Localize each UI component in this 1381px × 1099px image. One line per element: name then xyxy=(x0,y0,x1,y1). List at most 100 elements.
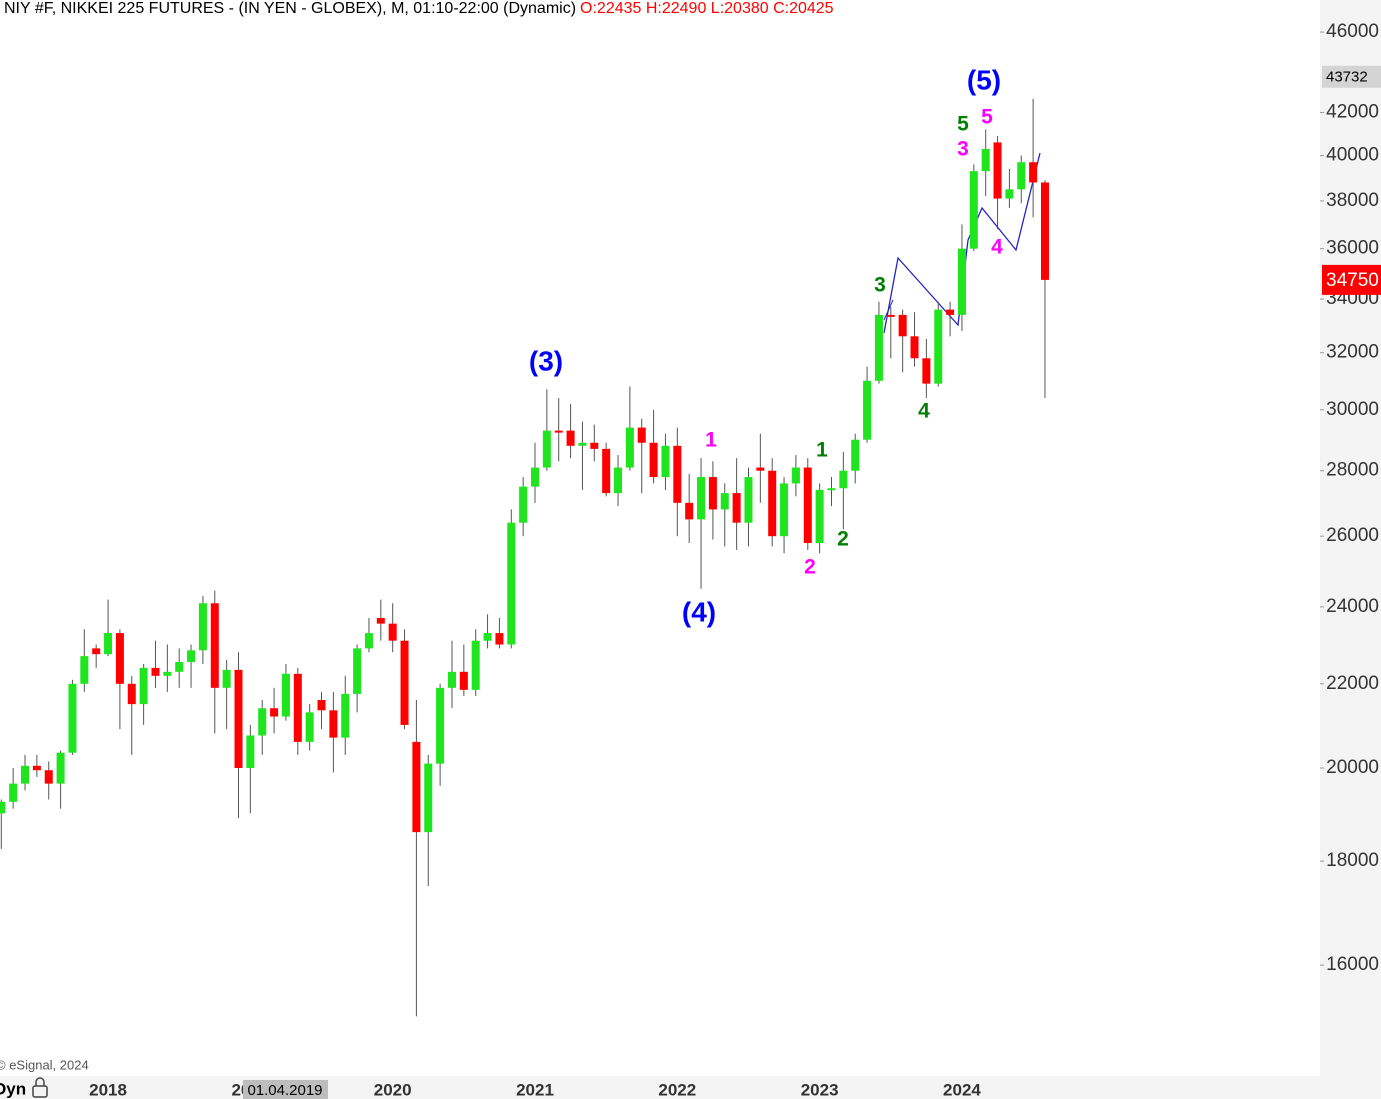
candle-body xyxy=(566,430,575,446)
candle-body xyxy=(649,442,658,478)
y-tick-label: 20000 xyxy=(1326,757,1379,778)
candle-body xyxy=(459,671,468,690)
candle-body xyxy=(32,765,41,771)
chart-title: NIY #F, NIKKEI 225 FUTURES - (IN YEN - G… xyxy=(4,0,576,17)
crosshair-label: 01.04.2019 xyxy=(247,1082,322,1099)
candle-body xyxy=(1040,182,1049,280)
wave-label: 2 xyxy=(837,528,849,551)
candle-body xyxy=(542,430,551,468)
chart-header: NIY #F, NIKKEI 225 FUTURES - (IN YEN - G… xyxy=(4,0,834,17)
candle-body xyxy=(993,142,1002,199)
candle-body xyxy=(590,442,599,449)
y-tick-label: 38000 xyxy=(1326,190,1379,211)
x-tick-label: 2018 xyxy=(89,1080,127,1099)
wave-label: (5) xyxy=(967,64,1001,95)
candle-body xyxy=(447,671,456,688)
copyright: © eSignal, 2024 xyxy=(0,1057,89,1072)
candle-body xyxy=(720,493,729,510)
lock-shackle[interactable] xyxy=(35,1077,45,1086)
x-tick-label: 2021 xyxy=(516,1080,554,1099)
candle-body xyxy=(637,427,646,443)
candle-body xyxy=(768,470,777,537)
price-marker-box xyxy=(1322,65,1381,88)
lock-body[interactable] xyxy=(32,1085,48,1098)
candle-body xyxy=(281,673,290,717)
candle-body xyxy=(495,633,504,645)
candle-body xyxy=(531,467,539,487)
candle-body xyxy=(92,648,101,655)
y-tick-label: 24000 xyxy=(1326,596,1379,617)
ohlc-readout: O:22435 H:22490 L:20380 C:20425 xyxy=(580,0,834,17)
time-axis-panel xyxy=(0,1076,1320,1099)
candle-body xyxy=(780,483,789,537)
overlay: 01.04.2019 43732 34750 (3) (4) (5) 1 2 3 4 5 1 2 3 4 5 xyxy=(243,64,1381,1099)
candle-body xyxy=(364,633,373,649)
candle-body xyxy=(222,669,231,688)
candle-body xyxy=(578,442,587,446)
candle-body xyxy=(732,493,741,523)
y-tick-label: 32000 xyxy=(1326,342,1379,363)
y-tick-label: 28000 xyxy=(1326,460,1379,481)
candle-body xyxy=(969,171,978,249)
candle-body xyxy=(1029,162,1038,183)
x-tick-label: 2020 xyxy=(374,1080,412,1099)
candle-body xyxy=(756,467,765,471)
candle-body xyxy=(851,439,860,471)
candle-body xyxy=(507,522,516,645)
candle-body xyxy=(80,656,89,684)
y-tick-label: 18000 xyxy=(1326,850,1379,871)
candle-body xyxy=(886,314,895,317)
candle-body xyxy=(981,148,990,172)
wave-label: 5 xyxy=(981,106,993,129)
y-tick-label: 40000 xyxy=(1326,145,1379,166)
candle-body xyxy=(329,710,338,738)
candle-body xyxy=(602,448,611,494)
candle-body xyxy=(175,661,184,672)
y-tick-label: 42000 xyxy=(1326,101,1379,122)
candle-body xyxy=(9,783,18,802)
wave-label: (3) xyxy=(529,345,563,376)
candle-body xyxy=(946,309,955,315)
candle-body xyxy=(210,603,219,688)
candle-body xyxy=(614,467,623,494)
wave-label: 1 xyxy=(705,429,717,452)
candle-body xyxy=(234,669,243,769)
candle-body xyxy=(44,770,53,784)
candle-body xyxy=(198,603,207,651)
candle-body xyxy=(376,618,385,624)
y-tick-label: 22000 xyxy=(1326,673,1379,694)
candle-body xyxy=(910,336,919,359)
candle-body xyxy=(673,445,682,503)
candle-body xyxy=(353,648,362,694)
candle-body xyxy=(957,248,966,315)
y-tick-label: 36000 xyxy=(1326,238,1379,259)
wave-label: 2 xyxy=(804,556,816,579)
wave-label: 1 xyxy=(816,439,828,462)
x-tick-label: 2023 xyxy=(801,1080,839,1099)
candle-body xyxy=(436,687,445,764)
candle-body xyxy=(258,708,267,736)
candle-body xyxy=(293,673,302,742)
candle-body xyxy=(270,708,279,717)
candle-body xyxy=(827,488,836,491)
plot: 16000 18000 20000 22000 24000 26000 28000 30000… xyxy=(0,21,1379,1099)
candle-body xyxy=(625,427,634,468)
candle-body xyxy=(400,640,409,725)
x-tick-label: 2024 xyxy=(943,1080,981,1099)
candle-body xyxy=(127,683,136,705)
candle-body xyxy=(483,633,492,641)
candle-body xyxy=(115,633,124,684)
candle-body xyxy=(187,650,196,662)
y-tick-label: 16000 xyxy=(1326,954,1379,975)
candle-body xyxy=(21,765,30,784)
candle-body xyxy=(68,683,77,753)
candle-body xyxy=(863,380,872,440)
lock-icon[interactable] xyxy=(32,1077,48,1098)
x-tick-label: 2022 xyxy=(658,1080,696,1099)
price-marker-label: 34750 xyxy=(1326,270,1379,291)
crosshair-box xyxy=(243,1080,328,1099)
candle-body xyxy=(708,477,717,510)
wave-label: 5 xyxy=(957,113,969,136)
wave-label: (4) xyxy=(682,596,716,627)
